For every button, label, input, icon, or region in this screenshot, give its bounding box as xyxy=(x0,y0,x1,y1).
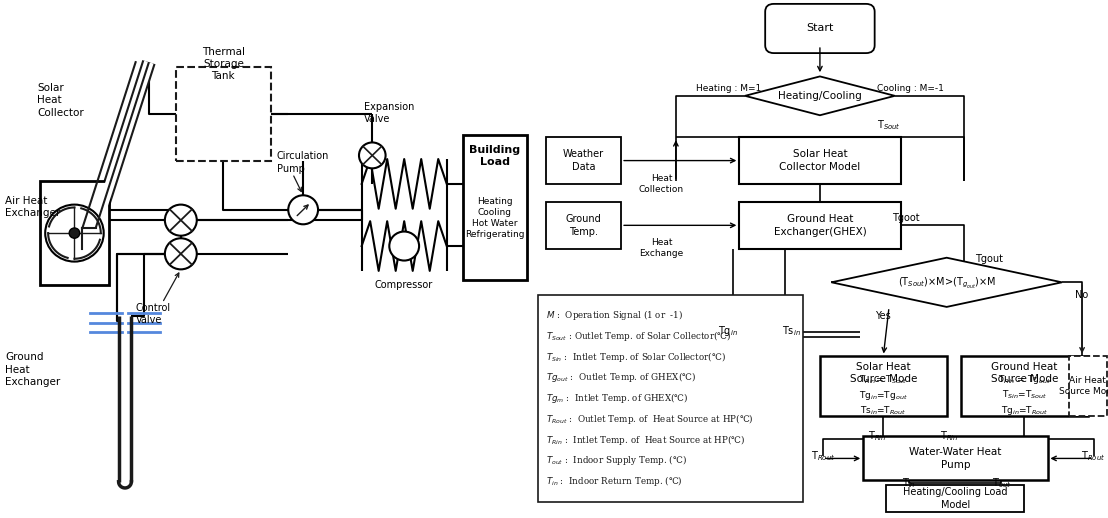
FancyBboxPatch shape xyxy=(537,295,802,502)
FancyBboxPatch shape xyxy=(863,436,1047,481)
FancyBboxPatch shape xyxy=(40,181,109,285)
Text: $T_{Rout}$ :  Outlet Temp. of  Heat Source at HP(℃): $T_{Rout}$ : Outlet Temp. of Heat Source… xyxy=(546,412,753,426)
Text: Building
Load: Building Load xyxy=(469,145,520,167)
Text: Tgoot: Tgoot xyxy=(892,213,920,223)
Text: Heating
Cooling
Hot Water
Refrigerating: Heating Cooling Hot Water Refrigerating xyxy=(465,197,524,239)
FancyBboxPatch shape xyxy=(766,4,874,53)
Text: Ground
Temp.: Ground Temp. xyxy=(566,214,602,237)
Text: $T_{Sout}$ : Outlet Temp. of Solar Collector(℃): $T_{Sout}$ : Outlet Temp. of Solar Colle… xyxy=(546,329,731,343)
Text: Air Heat
Exchanger: Air Heat Exchanger xyxy=(6,196,61,219)
Text: Start: Start xyxy=(807,23,833,34)
Text: Thermal
Storage
Tank: Thermal Storage Tank xyxy=(202,47,245,81)
Text: Heat
Collection: Heat Collection xyxy=(639,174,684,194)
Text: (T$_{Sout}$)$\times$M>(T$_{g_{out}}$)$\times$M: (T$_{Sout}$)$\times$M>(T$_{g_{out}}$)$\t… xyxy=(897,275,996,290)
Text: Tgout: Tgout xyxy=(975,254,1004,264)
Text: Solar Heat
Collector Model: Solar Heat Collector Model xyxy=(779,149,861,172)
Text: Ground Heat
Source Mode: Ground Heat Source Mode xyxy=(991,362,1058,384)
Text: $Tg_{out}$ :  Outlet Temp. of GHEX(℃): $Tg_{out}$ : Outlet Temp. of GHEX(℃) xyxy=(546,370,696,384)
Text: T$_{Rin}$ = Tg$_{out}$
T$_{Sin}$=T$_{Sout}$
Tg$_{in}$=T$_{Rout}$: T$_{Rin}$ = Tg$_{out}$ T$_{Sin}$=T$_{Sou… xyxy=(998,373,1051,417)
Circle shape xyxy=(165,238,197,269)
Text: Control
Valve: Control Valve xyxy=(135,303,171,325)
Text: $M$ :  Operation Signal (1 or  -1): $M$ : Operation Signal (1 or -1) xyxy=(546,308,684,322)
Circle shape xyxy=(69,228,80,238)
Text: $T_{out}$ :  Indoor Supply Temp. (℃): $T_{out}$ : Indoor Supply Temp. (℃) xyxy=(546,453,687,467)
FancyBboxPatch shape xyxy=(739,137,901,184)
Text: T$_{Rout}$: T$_{Rout}$ xyxy=(811,449,835,463)
Text: $Tg_{m}$ :  Intlet Temp. of GHEX(℃): $Tg_{m}$ : Intlet Temp. of GHEX(℃) xyxy=(546,391,688,405)
Text: T$_{Rin}$= T$_{Sout}$
Tg$_{in}$=Tg$_{out}$
Ts$_{in}$=T$_{Rout}$: T$_{Rin}$= T$_{Sout}$ Tg$_{in}$=Tg$_{out… xyxy=(859,373,907,417)
FancyBboxPatch shape xyxy=(463,135,526,280)
Text: Air Heat
Source Mode: Air Heat Source Mode xyxy=(1058,376,1108,396)
FancyBboxPatch shape xyxy=(546,202,622,249)
Text: Ts$_{in}$: Ts$_{in}$ xyxy=(781,324,801,338)
Circle shape xyxy=(389,232,419,261)
Text: $T_{Sin}$ :  Intlet Temp. of Solar Collector(℃): $T_{Sin}$ : Intlet Temp. of Solar Collec… xyxy=(546,350,726,364)
Text: Heat
Exchange: Heat Exchange xyxy=(639,238,684,258)
Text: $T_{in}$ :  Indoor Return Temp. (℃): $T_{in}$ : Indoor Return Temp. (℃) xyxy=(546,474,683,488)
Text: T$_{out}$: T$_{out}$ xyxy=(992,476,1012,490)
Text: T$_{Sout}$: T$_{Sout}$ xyxy=(878,118,901,132)
FancyBboxPatch shape xyxy=(546,137,622,184)
Text: Tg$_{in}$: Tg$_{in}$ xyxy=(718,324,738,338)
Text: T$_{Rin}$: T$_{Rin}$ xyxy=(869,429,886,443)
Text: Ground
Heat
Exchanger: Ground Heat Exchanger xyxy=(6,352,61,387)
Text: $T_{Rin}$ :  Intlet Temp. of  Heat Source at HP(℃): $T_{Rin}$ : Intlet Temp. of Heat Source … xyxy=(546,433,746,447)
Text: Water-Water Heat
Pump: Water-Water Heat Pump xyxy=(910,447,1002,470)
Text: T$_{Rin}$: T$_{Rin}$ xyxy=(941,429,958,443)
Text: Ground Heat
Exchanger(GHEX): Ground Heat Exchanger(GHEX) xyxy=(773,214,866,237)
FancyBboxPatch shape xyxy=(175,67,271,161)
Text: Heating/Cooling: Heating/Cooling xyxy=(778,91,862,101)
Text: Yes: Yes xyxy=(875,311,891,321)
FancyBboxPatch shape xyxy=(961,356,1088,415)
Text: Circulation
Pump: Circulation Pump xyxy=(277,151,329,174)
Circle shape xyxy=(359,142,386,168)
Circle shape xyxy=(45,205,104,262)
FancyBboxPatch shape xyxy=(820,356,946,415)
Text: T$_{Rout}$: T$_{Rout}$ xyxy=(1081,449,1106,463)
Text: Cooling : M=-1: Cooling : M=-1 xyxy=(876,84,944,93)
Text: Heating/Cooling Load
Model: Heating/Cooling Load Model xyxy=(903,487,1007,510)
Text: Expansion
Valve: Expansion Valve xyxy=(365,102,414,124)
Polygon shape xyxy=(831,257,1061,307)
Circle shape xyxy=(288,195,318,224)
Text: Solar Heat
Source Mode: Solar Heat Source Mode xyxy=(850,362,917,384)
Text: Solar
Heat
Collector: Solar Heat Collector xyxy=(38,83,84,118)
Text: Compressor: Compressor xyxy=(375,280,433,290)
Text: Weather
Data: Weather Data xyxy=(563,149,604,172)
Polygon shape xyxy=(745,77,895,115)
Text: T$_{in}$: T$_{in}$ xyxy=(902,476,916,490)
FancyBboxPatch shape xyxy=(1069,356,1107,415)
FancyBboxPatch shape xyxy=(886,485,1025,512)
Text: No: No xyxy=(1076,290,1089,300)
FancyBboxPatch shape xyxy=(739,202,901,249)
Text: Heating : M=1: Heating : M=1 xyxy=(696,84,761,93)
Circle shape xyxy=(165,205,197,236)
